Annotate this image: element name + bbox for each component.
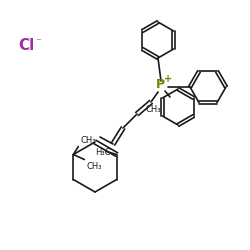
Text: H₃C: H₃C — [95, 148, 110, 157]
Text: CH₃: CH₃ — [145, 104, 160, 114]
Text: P: P — [156, 78, 164, 90]
Text: CH₃: CH₃ — [80, 136, 96, 145]
Text: Cl: Cl — [18, 38, 34, 52]
Text: CH₃: CH₃ — [86, 162, 102, 171]
Text: +: + — [164, 74, 172, 84]
Text: ⁻: ⁻ — [35, 37, 41, 47]
